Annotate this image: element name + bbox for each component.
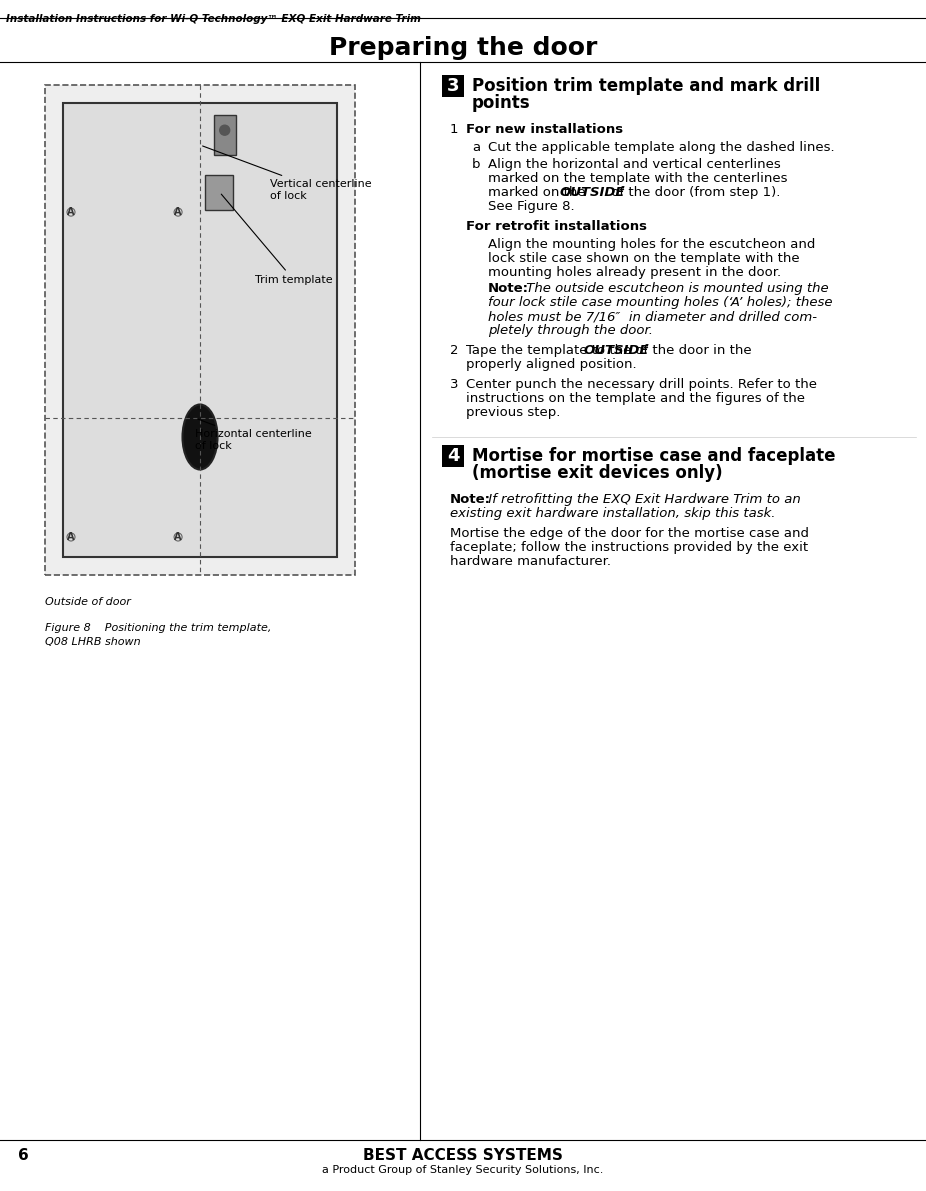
Bar [45, 85, 355, 575]
Text: Note:: Note: [450, 493, 491, 506]
Text: Vertical centerline
of lock: Vertical centerline of lock [203, 146, 371, 201]
Circle shape [219, 125, 230, 136]
Text: Preparing the door: Preparing the door [329, 36, 597, 60]
Text: OUTSIDE: OUTSIDE [584, 344, 649, 357]
Text: Align the horizontal and vertical centerlines: Align the horizontal and vertical center… [488, 158, 781, 172]
Text: of the door in the: of the door in the [631, 344, 752, 357]
Text: 3: 3 [450, 378, 458, 391]
Text: Tape the template to the: Tape the template to the [466, 344, 635, 357]
Text: See Figure 8.: See Figure 8. [488, 200, 575, 213]
Text: For new installations: For new installations [466, 123, 623, 136]
Text: For retrofit installations: For retrofit installations [466, 220, 647, 233]
Text: previous step.: previous step. [466, 406, 560, 419]
Text: holes must be 7/16″  in diameter and drilled com-: holes must be 7/16″ in diameter and dril… [488, 310, 817, 323]
Text: BEST ACCESS SYSTEMS: BEST ACCESS SYSTEMS [363, 1148, 563, 1162]
Text: mounting holes already present in the door.: mounting holes already present in the do… [488, 266, 782, 279]
Bar [63, 102, 337, 557]
Text: properly aligned position.: properly aligned position. [466, 358, 637, 372]
Text: A: A [68, 207, 75, 217]
Text: Note:: Note: [488, 282, 529, 295]
Text: faceplate; follow the instructions provided by the exit: faceplate; follow the instructions provi… [450, 541, 808, 554]
Text: Position trim template and mark drill: Position trim template and mark drill [472, 77, 820, 95]
Text: A: A [68, 532, 75, 542]
Text: four lock stile case mounting holes (‘A’ holes); these: four lock stile case mounting holes (‘A’… [488, 297, 832, 308]
Text: Q08 LHRB shown: Q08 LHRB shown [45, 637, 141, 647]
Bar [206, 175, 233, 210]
Text: existing exit hardware installation, skip this task.: existing exit hardware installation, ski… [450, 507, 775, 520]
Text: of the door (from step 1).: of the door (from step 1). [607, 186, 781, 199]
Text: 1: 1 [450, 123, 458, 136]
Text: Align the mounting holes for the escutcheon and: Align the mounting holes for the escutch… [488, 238, 816, 251]
Text: Outside of door: Outside of door [45, 597, 131, 607]
Text: 3: 3 [446, 77, 459, 95]
Text: Installation Instructions for Wi-Q Technology™ EXQ Exit Hardware Trim: Installation Instructions for Wi-Q Techn… [6, 14, 421, 24]
Text: A: A [174, 532, 181, 542]
Text: lock stile case shown on the template with the: lock stile case shown on the template wi… [488, 252, 800, 266]
Text: The outside escutcheon is mounted using the: The outside escutcheon is mounted using … [522, 282, 829, 295]
Text: a: a [472, 141, 480, 154]
Text: Trim template: Trim template [221, 194, 332, 285]
Text: A: A [174, 207, 181, 217]
Text: (mortise exit devices only): (mortise exit devices only) [472, 464, 722, 482]
Bar [442, 75, 464, 96]
Text: Mortise the edge of the door for the mortise case and: Mortise the edge of the door for the mor… [450, 526, 809, 540]
Text: Mortise for mortise case and faceplate: Mortise for mortise case and faceplate [472, 447, 835, 464]
Text: Center punch the necessary drill points. Refer to the: Center punch the necessary drill points.… [466, 378, 817, 391]
Text: marked on the: marked on the [488, 186, 590, 199]
Text: 4: 4 [446, 447, 459, 464]
Text: points: points [472, 94, 531, 112]
Bar [442, 445, 464, 467]
Bar [214, 116, 236, 155]
Text: 6: 6 [18, 1148, 29, 1162]
Text: instructions on the template and the figures of the: instructions on the template and the fig… [466, 392, 805, 405]
Ellipse shape [182, 405, 218, 469]
Text: pletely through the door.: pletely through the door. [488, 324, 653, 337]
Text: marked on the template with the centerlines: marked on the template with the centerli… [488, 172, 787, 185]
Text: Horizontal centerline
of lock: Horizontal centerline of lock [195, 419, 312, 451]
Text: OUTSIDE: OUTSIDE [560, 186, 625, 199]
Text: b: b [472, 158, 481, 172]
Text: a Product Group of Stanley Security Solutions, Inc.: a Product Group of Stanley Security Solu… [322, 1165, 604, 1176]
Text: If retrofitting the EXQ Exit Hardware Trim to an: If retrofitting the EXQ Exit Hardware Tr… [484, 493, 801, 506]
Text: hardware manufacturer.: hardware manufacturer. [450, 555, 611, 568]
Text: 2: 2 [450, 344, 458, 357]
Text: Cut the applicable template along the dashed lines.: Cut the applicable template along the da… [488, 141, 834, 154]
Text: Figure 8    Positioning the trim template,: Figure 8 Positioning the trim template, [45, 623, 271, 632]
